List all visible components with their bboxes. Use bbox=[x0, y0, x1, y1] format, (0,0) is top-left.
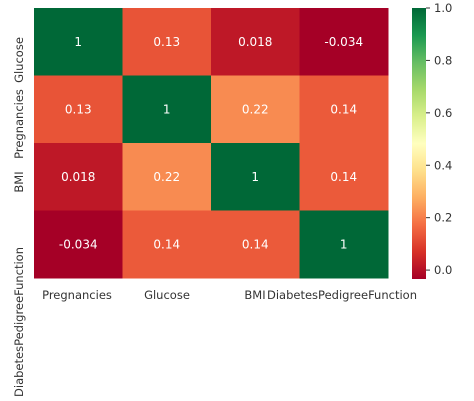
cell-value-r0-c0: 1 bbox=[74, 35, 82, 49]
heatmap-cell-r3-c2 bbox=[211, 210, 300, 279]
colorbar-tick-label-0: 0.0 bbox=[434, 263, 452, 277]
y-tick-label-0: Pregnancies bbox=[12, 89, 26, 159]
y-tick-label-1: Glucose bbox=[12, 37, 26, 83]
colorbar-tick-label-3: 0.6 bbox=[434, 106, 452, 120]
cell-value-r1-c2: 0.22 bbox=[242, 102, 269, 116]
cell-value-r1-c3: 0.14 bbox=[330, 102, 357, 116]
heatmap-cell-r1-c2 bbox=[211, 75, 300, 144]
heatmap-cell-r0-c2 bbox=[211, 8, 300, 76]
cell-value-r0-c2: 0.018 bbox=[238, 35, 272, 49]
colorbar-tick-label-4: 0.8 bbox=[434, 53, 452, 67]
heatmap-cell-r0-c0 bbox=[34, 8, 123, 76]
heatmap-cell-r3-c3 bbox=[299, 210, 389, 279]
heatmap-cell-r3-c0 bbox=[34, 210, 123, 279]
cell-value-r1-c0: 0.13 bbox=[65, 102, 92, 116]
colorbar-tick-label-1: 0.2 bbox=[434, 211, 452, 225]
cell-value-r2-c1: 0.22 bbox=[153, 170, 180, 184]
cell-value-r3-c3: 1 bbox=[340, 237, 348, 251]
heatmap-cell-r0-c3 bbox=[299, 8, 389, 76]
heatmap-cell-r3-c1 bbox=[122, 210, 212, 279]
heatmap-cell-r1-c3 bbox=[299, 75, 389, 144]
heatmap-cell-r0-c1 bbox=[122, 8, 212, 76]
x-tick-label-3: DiabetesPedigreeFunction bbox=[267, 288, 417, 302]
cell-value-r2-c2: 1 bbox=[251, 170, 259, 184]
heatmap-cell-r2-c3 bbox=[299, 143, 389, 211]
y-tick-label-2: BMI bbox=[12, 171, 26, 192]
cell-value-r3-c1: 0.14 bbox=[153, 237, 180, 251]
cell-value-r2-c3: 0.14 bbox=[330, 170, 357, 184]
heatmap-cell-r1-c1 bbox=[122, 75, 212, 144]
cell-value-r0-c1: 0.13 bbox=[153, 35, 180, 49]
cell-value-r0-c3: -0.034 bbox=[324, 35, 363, 49]
cell-value-r3-c0: -0.034 bbox=[59, 237, 98, 251]
cell-value-r1-c1: 1 bbox=[163, 102, 171, 116]
heatmap-cell-r2-c1 bbox=[122, 143, 212, 211]
heatmap-cell-r2-c0 bbox=[34, 143, 123, 211]
cell-value-r2-c0: 0.018 bbox=[61, 170, 95, 184]
cell-value-r3-c2: 0.14 bbox=[242, 237, 269, 251]
colorbar-tick-label-2: 0.4 bbox=[434, 158, 452, 172]
colorbar-tick-label-5: 1.0 bbox=[434, 1, 452, 15]
colorbar bbox=[412, 8, 426, 279]
x-tick-label-2: BMI bbox=[244, 288, 265, 302]
y-tick-label-3: DiabetesPedigreeFunction bbox=[12, 247, 26, 397]
heatmap-cell-r1-c0 bbox=[34, 75, 123, 144]
heatmap-cell-r2-c2 bbox=[211, 143, 300, 211]
x-tick-label-1: Glucose bbox=[144, 288, 190, 302]
x-tick-label-0: Pregnancies bbox=[42, 288, 112, 302]
